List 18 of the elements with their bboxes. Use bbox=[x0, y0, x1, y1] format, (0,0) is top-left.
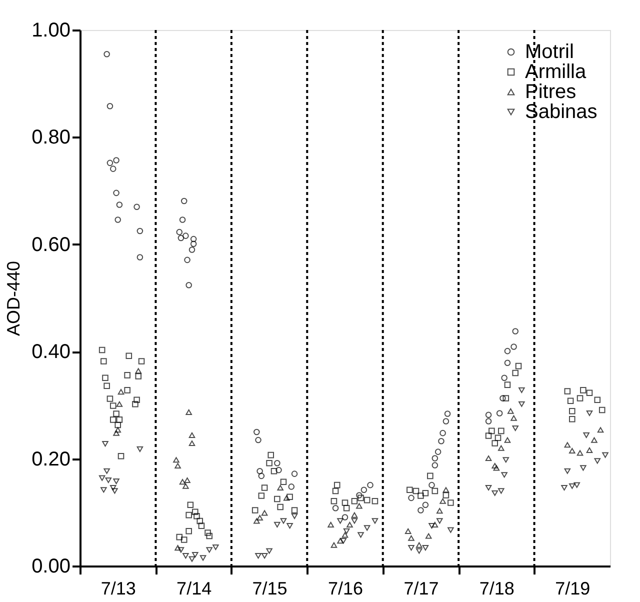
y-axis-title: AOD-440 bbox=[4, 260, 24, 336]
legend-label: Sabinas bbox=[525, 101, 598, 123]
x-tick-label: 7/16 bbox=[328, 578, 364, 598]
y-tick-label: 0.00 bbox=[32, 556, 70, 578]
legend-label: Pitres bbox=[525, 81, 576, 103]
y-tick-label: 0.40 bbox=[32, 341, 70, 364]
y-tick-label: 1.00 bbox=[32, 20, 70, 42]
legend-label: Motril bbox=[525, 41, 574, 63]
x-tick-label: 7/14 bbox=[176, 578, 212, 598]
x-tick-label: 7/17 bbox=[404, 578, 439, 598]
y-tick-label: 0.20 bbox=[32, 448, 70, 470]
x-tick-label: 7/13 bbox=[100, 578, 136, 598]
x-tick-label: 7/18 bbox=[479, 578, 514, 598]
x-tick-label: 7/19 bbox=[555, 578, 590, 598]
legend-label: Armilla bbox=[525, 61, 587, 83]
x-tick-label: 7/15 bbox=[252, 578, 288, 598]
y-tick-label: 0.80 bbox=[32, 126, 70, 149]
y-tick-label: 0.60 bbox=[32, 234, 70, 256]
